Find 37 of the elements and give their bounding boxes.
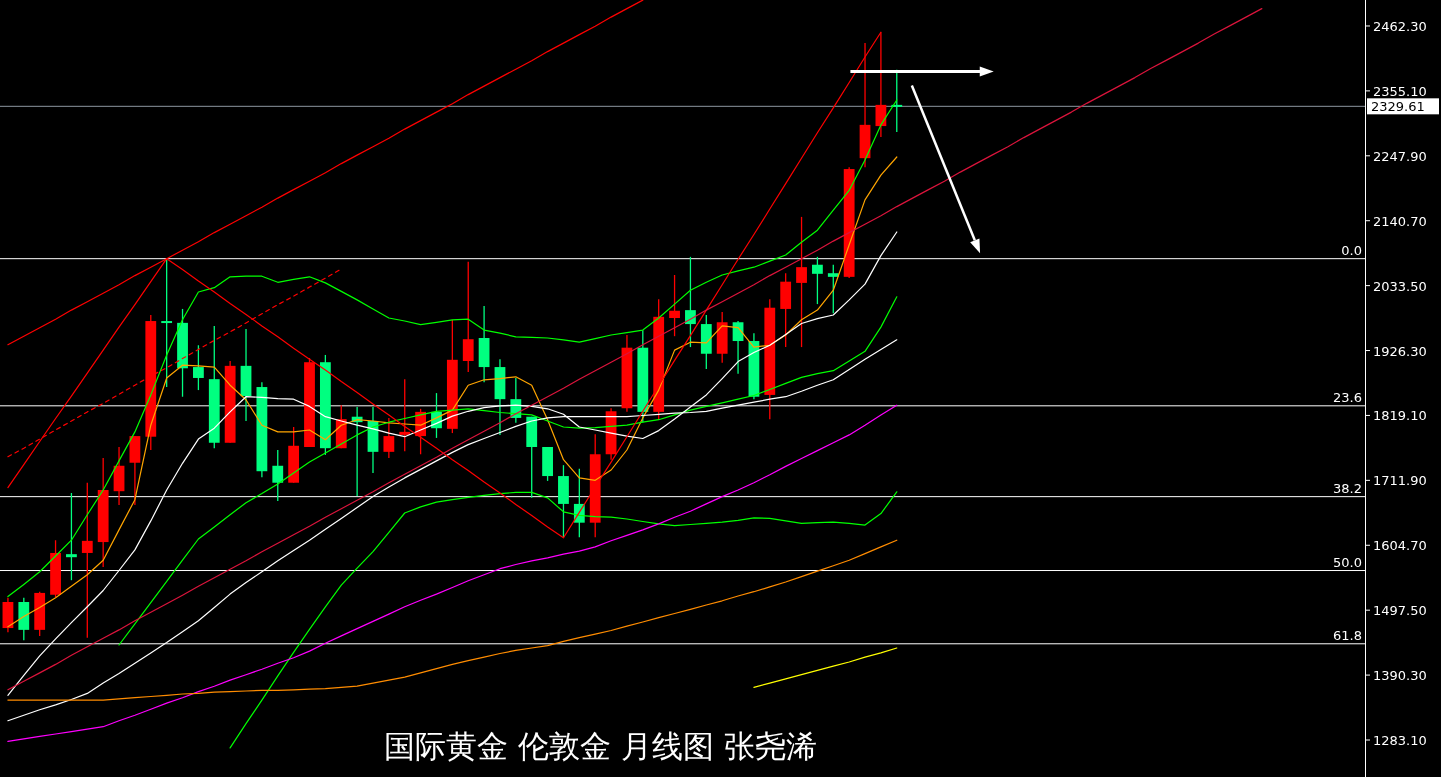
line-series: [7, 8, 1263, 691]
annotation: 38.2: [1333, 480, 1362, 496]
annotation: 0.0: [1341, 242, 1362, 258]
candlestick: [161, 258, 173, 388]
y-tick-label: 1283.10: [1373, 733, 1427, 748]
line-series: [7, 99, 898, 598]
candlestick: [383, 417, 395, 459]
y-tick-label: 1390.30: [1373, 668, 1427, 684]
annotation: 23.6: [1333, 389, 1362, 405]
candlestick: [669, 274, 680, 337]
candlestick: [193, 344, 204, 391]
candlestick: [685, 256, 696, 348]
annotation: 61.8: [1333, 627, 1362, 643]
y-tick-label: 2247.90: [1373, 148, 1427, 164]
candlestick: [399, 378, 411, 452]
candlestick: [796, 216, 807, 348]
y-tick-label: 2462.30: [1373, 18, 1427, 34]
candlestick: [827, 264, 839, 314]
line-series: [753, 647, 898, 688]
y-tick-label: 1711.90: [1373, 473, 1427, 489]
y-tick-label: 1497.50: [1373, 603, 1427, 619]
annotation: 50.0: [1333, 554, 1362, 570]
line-series: [118, 296, 898, 646]
candlestick: [272, 449, 284, 502]
y-tick-label: 1926.30: [1373, 343, 1427, 359]
ref-line-label: 2329.61: [1371, 99, 1425, 115]
line-series: [7, 539, 898, 701]
candlestick: [812, 256, 823, 305]
candlestick: [66, 492, 77, 581]
y-tick-label: 1819.10: [1373, 408, 1427, 424]
y-tick-label: 2140.70: [1373, 213, 1427, 229]
candlestick: [81, 482, 93, 639]
y-tick-label: 1604.70: [1373, 538, 1427, 554]
candlestick: [462, 261, 474, 373]
y-tick-label: 2355.10: [1373, 83, 1427, 99]
y-tick-label: 2033.50: [1373, 278, 1427, 294]
text: 国际黄金 伦敦金 月线图 张尧浠: [384, 728, 817, 764]
